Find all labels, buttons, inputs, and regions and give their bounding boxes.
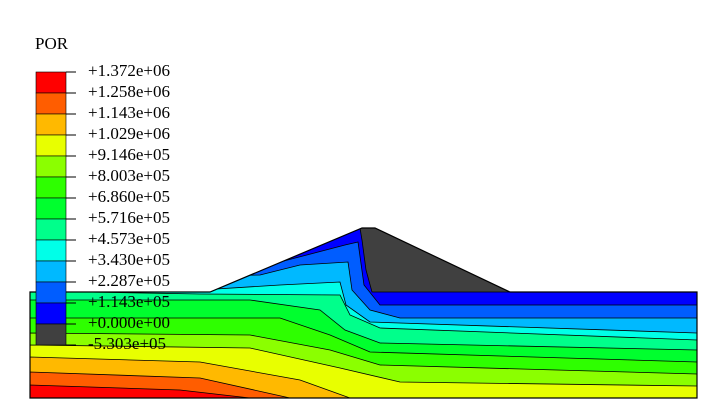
legend-label: -5.303e+05	[88, 334, 166, 353]
legend-title: POR	[35, 34, 69, 53]
legend-swatch	[35, 155, 67, 178]
legend-swatch	[35, 239, 67, 262]
legend-label: +0.000e+00	[88, 313, 170, 332]
legend-label: +1.143e+05	[88, 292, 170, 311]
legend-swatch	[35, 260, 67, 283]
legend-swatch	[35, 281, 67, 304]
legend-label: +1.143e+06	[88, 103, 170, 122]
legend-swatch	[35, 176, 67, 199]
legend-swatch	[35, 92, 67, 115]
legend-swatch	[35, 134, 67, 157]
legend-label: +1.029e+06	[88, 124, 170, 143]
legend-label: +4.573e+05	[88, 229, 170, 248]
contour-band	[30, 384, 251, 398]
legend-label: +8.003e+05	[88, 166, 170, 185]
legend-label: +1.258e+06	[88, 82, 170, 101]
legend-label: +9.146e+05	[88, 145, 170, 164]
legend-label: +5.716e+05	[88, 208, 170, 227]
legend-label: +2.287e+05	[88, 271, 170, 290]
legend-swatch	[35, 71, 67, 94]
domain-outline	[29, 227, 698, 399]
legend-label: +6.860e+05	[88, 187, 170, 206]
legend-swatch	[35, 113, 67, 136]
legend-label: +1.372e+06	[88, 61, 170, 80]
legend-swatch	[35, 302, 67, 325]
legend-swatch	[35, 197, 67, 220]
legend-swatch	[35, 218, 67, 241]
legend: +1.372e+06 +1.258e+06 +1.143e+06 +1.029e+06…	[35, 61, 170, 353]
legend-swatch	[35, 323, 67, 346]
legend-label: +3.430e+05	[88, 250, 170, 269]
